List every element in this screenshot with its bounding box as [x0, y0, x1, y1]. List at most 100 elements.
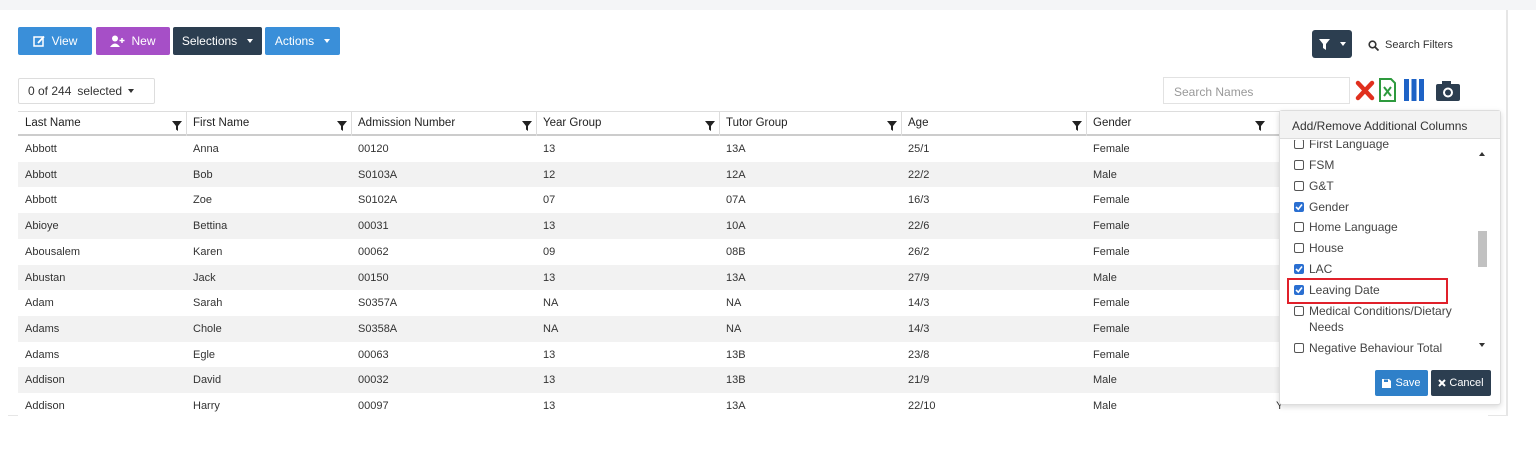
- table-cell: S0358A: [358, 322, 398, 335]
- scroll-down[interactable]: [1479, 343, 1485, 347]
- column-filter[interactable]: [1072, 118, 1082, 131]
- table-cell: S0102A: [358, 194, 398, 207]
- column-filter[interactable]: [887, 118, 897, 131]
- column-filter[interactable]: [705, 118, 715, 131]
- scroll-up[interactable]: [1479, 152, 1485, 156]
- user-plus-icon: [110, 35, 125, 47]
- new-button[interactable]: New: [96, 27, 170, 55]
- search-input[interactable]: Search Names: [1163, 77, 1350, 104]
- table-cell: 08B: [726, 245, 746, 258]
- table-cell: NA: [543, 322, 559, 335]
- new-label: New: [131, 34, 156, 48]
- column-divider: [901, 111, 902, 136]
- column-option[interactable]: Gender: [1294, 199, 1462, 215]
- table-cell: Addison: [25, 374, 65, 387]
- table-cell: 00062: [358, 245, 389, 258]
- table-cell: Male: [1093, 374, 1117, 387]
- column-filter[interactable]: [337, 118, 347, 131]
- table-row: Adams Chole S0358A NA NA 14/3 Female: [18, 315, 1488, 342]
- cancel-button[interactable]: Cancel: [1431, 370, 1491, 396]
- save-button[interactable]: Save: [1375, 370, 1428, 396]
- option-label: First Language: [1309, 140, 1390, 151]
- column-option[interactable]: Home Language: [1294, 219, 1462, 235]
- clear-icon[interactable]: [1355, 80, 1375, 101]
- column-filter[interactable]: [172, 118, 182, 131]
- view-button[interactable]: View: [18, 27, 92, 55]
- selection-dropdown[interactable]: 0 of 244 selected: [18, 78, 155, 104]
- table-cell: 13: [543, 271, 556, 284]
- column-filter[interactable]: [522, 118, 532, 131]
- column-option[interactable]: Medical Conditions/Dietary Needs: [1294, 303, 1462, 335]
- table-row: Addison Harry 00097 13 13A 22/10 Male Y: [18, 393, 1488, 416]
- panel-edge: [1506, 10, 1508, 416]
- table-cell: 25/1: [908, 143, 930, 155]
- table-cell: 00150: [358, 271, 389, 284]
- column-header: Age: [908, 117, 929, 129]
- table-cell: Anna: [193, 143, 219, 155]
- table-cell: Egle: [193, 348, 216, 361]
- table-cell: Female: [1093, 297, 1130, 310]
- checkbox: [1294, 343, 1304, 353]
- actions-button[interactable]: Actions: [265, 27, 340, 55]
- column-option[interactable]: First Language: [1294, 140, 1462, 152]
- option-label: Home Language: [1309, 220, 1398, 234]
- table-cell: 13B: [726, 374, 746, 387]
- table-cell: Adam: [25, 297, 54, 310]
- column-header: Year Group: [543, 117, 602, 129]
- column-option[interactable]: House: [1294, 240, 1462, 256]
- edit-icon: [32, 35, 45, 47]
- table-cell: 07A: [726, 194, 746, 207]
- option-label: FSM: [1309, 158, 1335, 172]
- selections-label: Selections: [181, 34, 238, 48]
- search-placeholder: Search Names: [1174, 85, 1254, 99]
- view-label: View: [51, 34, 78, 48]
- option-label: G&T: [1309, 179, 1334, 193]
- table-cell: 13A: [726, 271, 746, 284]
- columns-icon[interactable]: [1404, 79, 1424, 101]
- table-cell: 00097: [358, 400, 389, 412]
- table-cell: 12A: [726, 168, 746, 181]
- checkbox: [1294, 222, 1304, 232]
- option-label: Medical Conditions/Dietary Needs: [1309, 304, 1452, 334]
- table-cell: Male: [1093, 271, 1117, 284]
- cancel-label: Cancel: [1449, 377, 1484, 389]
- checkbox: [1294, 202, 1304, 212]
- table-cell: NA: [726, 297, 742, 310]
- table-cell: 10A: [726, 220, 746, 233]
- panel-header: Add/Remove Additional Columns: [1280, 111, 1500, 139]
- table-cell: NA: [726, 322, 742, 335]
- search-filters-link[interactable]: Search Filters: [1368, 39, 1453, 51]
- table-cell: Zoe: [193, 194, 212, 207]
- column-option[interactable]: Leaving Date: [1294, 282, 1462, 298]
- column-header: First Name: [193, 117, 250, 129]
- table-cell: 12: [543, 168, 556, 181]
- column-option[interactable]: G&T: [1294, 178, 1462, 194]
- column-filter[interactable]: [1255, 118, 1265, 131]
- scrollbar[interactable]: [1476, 142, 1490, 356]
- column-option[interactable]: Negative Behaviour Total YTD: [1294, 340, 1462, 358]
- column-header: Last Name: [25, 117, 81, 129]
- column-divider: [719, 111, 720, 136]
- table-row: Abioye Bettina 00031 13 10A 22/6 Female: [18, 213, 1488, 239]
- option-label: House: [1309, 241, 1344, 255]
- table-cell: 00063: [358, 348, 389, 361]
- column-option[interactable]: LAC: [1294, 261, 1462, 277]
- scroll-thumb[interactable]: [1478, 231, 1487, 267]
- column-header: Gender: [1093, 117, 1132, 129]
- table-cell: 13: [543, 348, 556, 361]
- table-cell: Bettina: [193, 220, 228, 233]
- table-cell: Y: [1276, 400, 1284, 412]
- selections-button[interactable]: Selections: [173, 27, 262, 55]
- table-cell: Abbott: [25, 143, 57, 155]
- checkbox: [1294, 285, 1304, 295]
- excel-icon[interactable]: [1379, 78, 1396, 102]
- filter-button[interactable]: [1312, 30, 1352, 58]
- caret: [1339, 42, 1346, 46]
- table-cell: 22/6: [908, 220, 930, 233]
- camera-icon[interactable]: [1436, 81, 1460, 101]
- table-cell: 22/10: [908, 400, 936, 412]
- column-option[interactable]: FSM: [1294, 157, 1462, 173]
- table-row: Abousalem Karen 00062 09 08B 26/2 Female: [18, 238, 1488, 265]
- checkbox: [1294, 181, 1304, 191]
- column-header: Admission Number: [358, 117, 456, 129]
